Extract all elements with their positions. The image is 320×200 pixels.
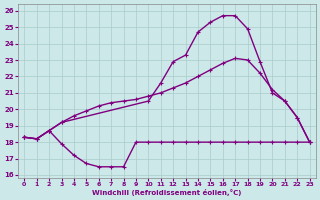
X-axis label: Windchill (Refroidissement éolien,°C): Windchill (Refroidissement éolien,°C) bbox=[92, 189, 242, 196]
